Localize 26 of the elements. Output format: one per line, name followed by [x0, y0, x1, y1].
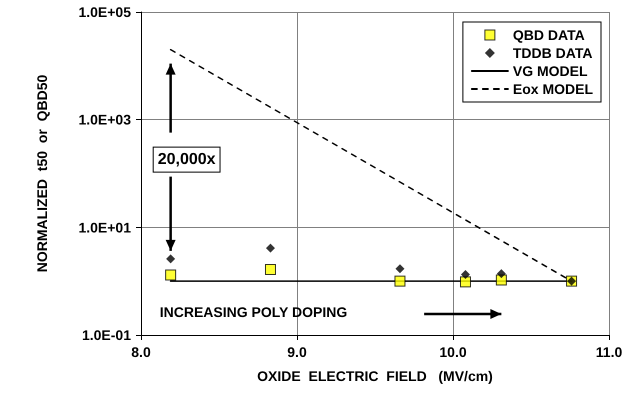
point — [460, 270, 470, 279]
point — [165, 270, 176, 281]
x-tick-label: 8.0 — [131, 344, 151, 360]
legend-label: Eox MODEL — [512, 81, 594, 97]
point — [460, 276, 471, 288]
x-tick-label: 9.0 — [287, 344, 307, 360]
annotation: INCREASING POLY DOPING — [160, 304, 348, 320]
legend-label: QBD DATA — [512, 27, 585, 43]
legend-label: TDDB DATA — [512, 45, 592, 61]
point — [264, 264, 276, 275]
point — [266, 244, 275, 253]
x-axis-title: OXIDE ELECTRIC FIELD (MV/cm) — [257, 368, 493, 384]
y-tick-label: 1.0E+01 — [78, 219, 132, 236]
x-tick-label: 11.0 — [596, 344, 622, 360]
annotation: 20,000x — [158, 151, 216, 168]
legend-label: VG MODEL — [512, 63, 588, 79]
point — [395, 264, 404, 274]
point — [394, 276, 406, 287]
y-tick-label: 1.0E+03 — [78, 112, 132, 128]
point — [496, 269, 506, 278]
x-tick-label: 10.0 — [439, 344, 467, 360]
point — [496, 274, 507, 286]
y-axis-title: NORMALIZED t50 or QBD50 — [34, 74, 50, 272]
y-tick-label: 1.0E-01 — [82, 327, 132, 343]
point — [166, 254, 176, 264]
y-tick-label: 1.0E+05 — [78, 4, 132, 20]
